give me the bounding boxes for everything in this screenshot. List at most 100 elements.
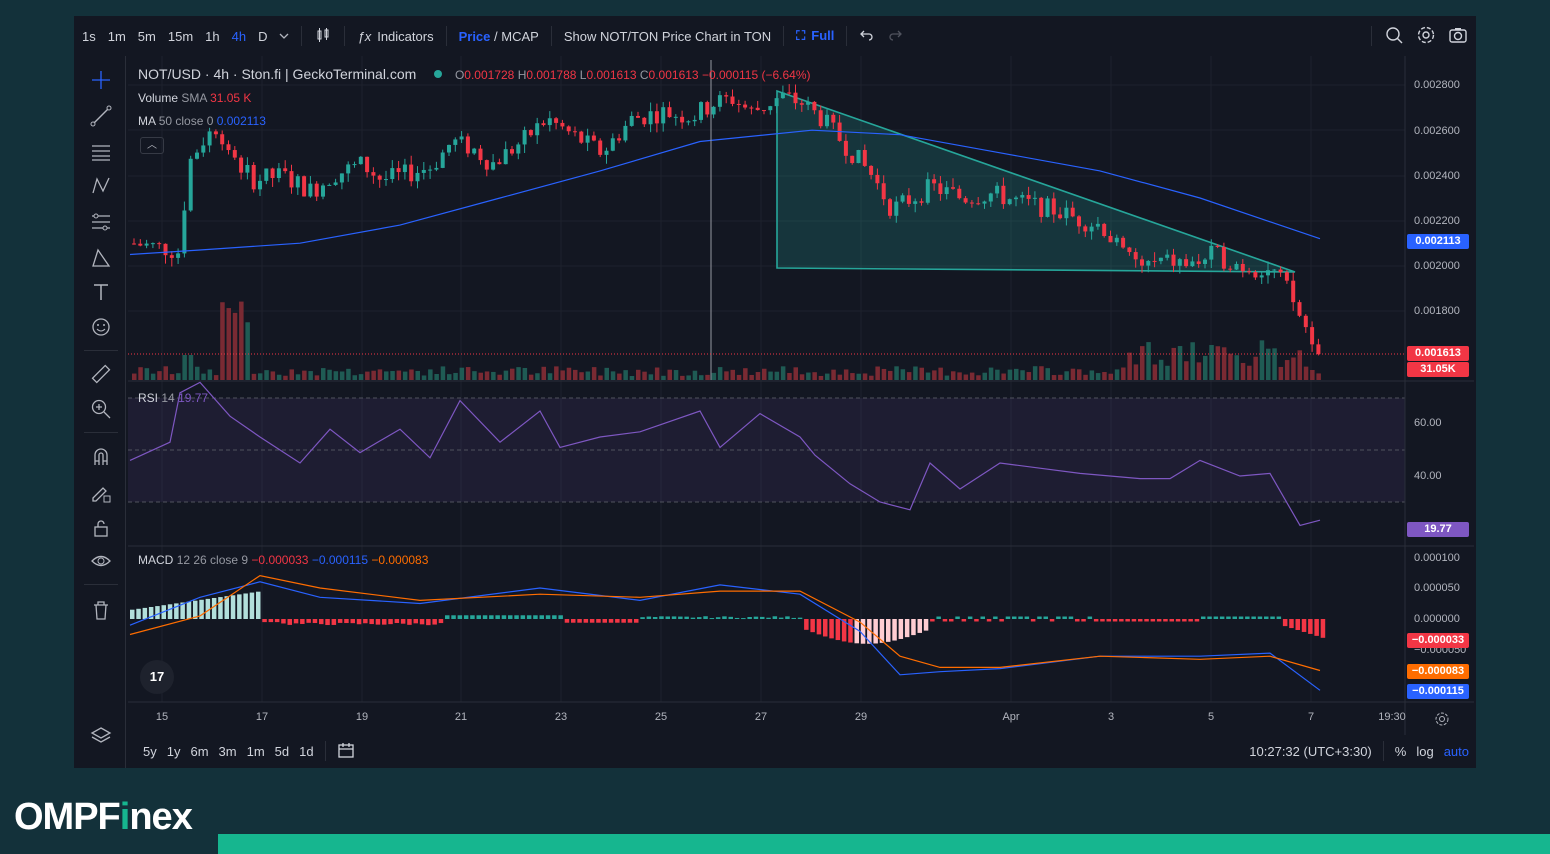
macd-histogram-bar xyxy=(634,619,639,623)
crosshair-icon[interactable] xyxy=(89,68,113,92)
volume-bar xyxy=(831,369,836,380)
macd-histogram-bar xyxy=(407,619,412,625)
volume-bar xyxy=(503,370,509,380)
camera-icon[interactable] xyxy=(1442,25,1474,48)
ruler-icon[interactable] xyxy=(89,362,113,386)
candle-body xyxy=(1032,197,1037,199)
macd-histogram-bar xyxy=(967,616,973,619)
chevron-down-icon[interactable] xyxy=(273,29,295,44)
candle-body xyxy=(1177,259,1182,266)
range-5y[interactable]: 5y xyxy=(143,743,157,759)
candle-body xyxy=(453,139,458,145)
percent-toggle[interactable]: % xyxy=(1394,743,1407,759)
candle-body xyxy=(1284,272,1289,281)
interval-5m[interactable]: 5m xyxy=(137,28,156,44)
range-1y[interactable]: 1y xyxy=(166,743,181,759)
macd-histogram-bar xyxy=(268,619,274,623)
macd-histogram-bar xyxy=(331,619,337,625)
log-toggle[interactable]: log xyxy=(1416,743,1434,759)
settings-icon[interactable] xyxy=(1410,25,1442,48)
price-mcap-toggle[interactable]: Price / MCAP xyxy=(453,29,545,44)
rsi-legend[interactable]: RSI 14 19.77 xyxy=(138,391,208,405)
volume-bar xyxy=(667,369,672,380)
volume-bar xyxy=(610,371,616,380)
volume-bar xyxy=(1020,370,1025,380)
quick-search-icon[interactable] xyxy=(1378,25,1410,48)
macd-histogram-bar xyxy=(804,619,809,630)
candle-body xyxy=(1083,226,1088,232)
volume-bar xyxy=(239,301,244,380)
time-tick: 19 xyxy=(355,711,369,723)
trash-icon[interactable] xyxy=(89,598,113,622)
volume-bar xyxy=(384,371,389,380)
interval-1m[interactable]: 1m xyxy=(107,28,126,44)
macd-histogram-bar xyxy=(489,615,494,619)
volume-bar xyxy=(226,308,231,380)
geometric-shapes-icon[interactable] xyxy=(89,246,113,270)
candles-icon[interactable] xyxy=(308,26,338,47)
eye-icon[interactable] xyxy=(89,549,113,573)
macd-histogram-bar xyxy=(867,619,872,644)
macd-histogram-bar xyxy=(690,617,696,619)
indicators-label: Indicators xyxy=(377,28,434,44)
macd-histogram-bar xyxy=(571,619,576,623)
range-3m[interactable]: 3m xyxy=(218,743,237,759)
trend-line-icon[interactable] xyxy=(89,104,113,128)
collapse-legend-button[interactable]: ︿ xyxy=(140,137,164,154)
show-ton-chart-button[interactable]: Show NOT/TON Price Chart in TON xyxy=(563,28,772,44)
macd-histogram-bar xyxy=(785,616,790,619)
pattern-icon[interactable] xyxy=(89,174,113,198)
fib-retracement-icon[interactable] xyxy=(89,140,113,164)
indicators-button[interactable]: ƒx Indicators xyxy=(351,29,439,44)
tradingview-logo[interactable]: 17 xyxy=(140,660,174,694)
candle-body xyxy=(232,150,237,158)
price-change: −0.000115 (−6.64%) xyxy=(701,68,811,82)
macd-histogram-bar xyxy=(923,619,929,631)
volume-legend[interactable]: Volume SMA 31.05 K xyxy=(138,91,251,105)
full-button[interactable]: ⛶ Full xyxy=(790,28,840,44)
volume-bar xyxy=(812,372,817,380)
range-1m[interactable]: 1m xyxy=(246,743,265,759)
range-5d[interactable]: 5d xyxy=(274,743,290,759)
undo-icon[interactable] xyxy=(853,27,881,46)
emoji-icon[interactable] xyxy=(89,315,113,339)
symbol-title[interactable]: NOT/USD · 4h · Ston.fi | GeckoTerminal.c… xyxy=(138,66,417,82)
interval-1s[interactable]: 1s xyxy=(82,28,96,44)
range-6m[interactable]: 6m xyxy=(190,743,209,759)
layers-icon[interactable] xyxy=(89,724,113,748)
price-chart[interactable] xyxy=(0,0,1550,768)
redo-icon[interactable] xyxy=(881,27,909,46)
candle-body xyxy=(692,119,697,122)
candle-body xyxy=(1070,207,1075,217)
ma-legend[interactable]: MA 50 close 0 0.002113 xyxy=(138,114,266,128)
volume-bar xyxy=(799,374,805,380)
interval-1h[interactable]: 1h xyxy=(205,28,220,44)
zoom-in-icon[interactable] xyxy=(89,397,113,421)
range-1d[interactable]: 1d xyxy=(299,743,314,759)
pane-separators xyxy=(128,56,1474,735)
price-option[interactable]: Price xyxy=(458,28,491,44)
auto-toggle[interactable]: auto xyxy=(1443,743,1469,759)
macd-histogram-bar xyxy=(810,619,815,633)
clock-time[interactable]: 10:27:32 (UTC+3:30) xyxy=(1249,743,1372,759)
volume-bar xyxy=(1247,365,1252,380)
magnet-icon[interactable] xyxy=(89,445,113,469)
lock-icon[interactable] xyxy=(89,516,113,540)
volume-bar xyxy=(295,374,301,380)
macd-legend[interactable]: MACD 12 26 close 9 −0.000033 −0.000115 −… xyxy=(138,553,428,567)
prediction-icon[interactable] xyxy=(89,210,113,234)
calendar-icon[interactable] xyxy=(332,741,360,762)
volume-bar xyxy=(1184,361,1189,380)
candle-body xyxy=(163,243,168,256)
macd-histogram-bar xyxy=(545,615,551,619)
candle-body xyxy=(226,144,231,151)
axis-settings-icon[interactable] xyxy=(1434,711,1450,732)
draw-mode-icon[interactable] xyxy=(89,481,113,505)
interval-15m[interactable]: 15m xyxy=(167,28,194,44)
volume-bar xyxy=(969,372,975,380)
interval-d[interactable]: D xyxy=(258,28,268,44)
interval-4h[interactable]: 4h xyxy=(231,28,247,44)
mcap-option[interactable]: MCAP xyxy=(501,28,539,44)
volume-bar xyxy=(1316,373,1321,380)
text-icon[interactable] xyxy=(89,280,113,304)
